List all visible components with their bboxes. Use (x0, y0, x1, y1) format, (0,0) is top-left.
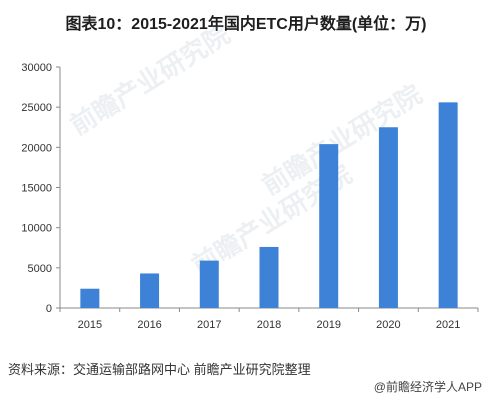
x-tick-label: 2017 (197, 319, 221, 331)
x-tick-label: 2016 (137, 319, 161, 331)
bar (199, 260, 219, 308)
y-tick-label: 25000 (21, 102, 52, 114)
y-tick-label: 20000 (21, 142, 52, 154)
y-tick-label: 0 (46, 303, 52, 315)
y-tick-label: 30000 (21, 62, 52, 74)
bar (259, 246, 279, 308)
bar (80, 288, 100, 308)
x-tick-label: 2015 (78, 319, 102, 331)
y-tick-label: 15000 (21, 183, 52, 195)
bar (378, 127, 398, 308)
bar (140, 273, 160, 308)
source-note: 资料来源：交通运输部路网中心 前瞻产业研究院整理 (8, 362, 311, 377)
x-tick-label: 2020 (376, 319, 400, 331)
brand-credit: @前瞻经济学人APP (373, 380, 482, 394)
x-tick-label: 2019 (316, 319, 340, 331)
x-tick-label: 2018 (257, 319, 281, 331)
y-tick-label: 5000 (28, 263, 52, 275)
bar (319, 144, 339, 308)
chart-title: 图表10：2015-2021年国内ETC用户数量(单位：万) (65, 16, 427, 33)
x-tick-label: 2021 (436, 319, 460, 331)
y-tick-label: 10000 (21, 223, 52, 235)
bar (438, 102, 458, 308)
